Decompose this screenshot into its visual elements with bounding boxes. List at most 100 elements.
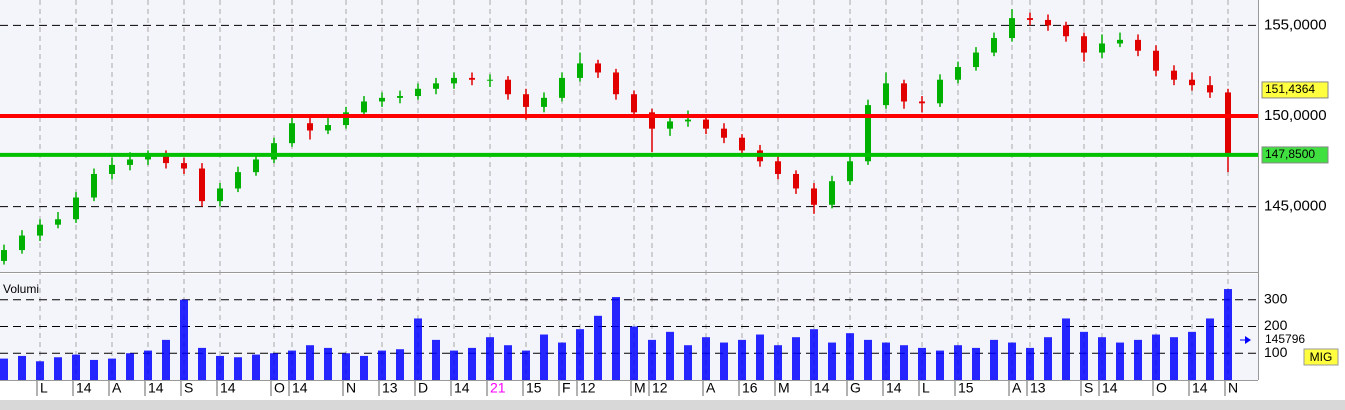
candle-body bbox=[127, 159, 133, 165]
volume-bar bbox=[360, 355, 368, 380]
volume-bar bbox=[1152, 334, 1160, 380]
candle-body bbox=[937, 79, 943, 104]
volume-bar bbox=[342, 353, 350, 380]
volume-bar bbox=[774, 345, 782, 380]
candle-body bbox=[415, 88, 421, 97]
volume-bar bbox=[1206, 318, 1214, 380]
volume-bar bbox=[792, 337, 800, 380]
x-tick-label: D bbox=[418, 380, 428, 396]
candle-body bbox=[109, 164, 115, 174]
x-tick-label: 14 bbox=[148, 380, 164, 396]
volume-bar bbox=[144, 350, 152, 380]
candle-body bbox=[901, 83, 907, 102]
y-tick-label: 155,0000 bbox=[1264, 16, 1327, 33]
volume-bar bbox=[36, 361, 44, 380]
volume-bar bbox=[216, 355, 224, 380]
price-panel bbox=[0, 0, 1258, 272]
candle-body bbox=[1189, 79, 1195, 86]
price-label-box bbox=[1261, 81, 1329, 99]
x-tick-label: A bbox=[706, 380, 716, 396]
candle-body bbox=[433, 83, 439, 89]
candle-body bbox=[487, 79, 493, 81]
volume-bar bbox=[936, 350, 944, 380]
x-tick-label: A bbox=[1012, 380, 1022, 396]
volume-bar bbox=[918, 347, 926, 380]
price-label: 147,8500 bbox=[1265, 147, 1315, 161]
candle-body bbox=[289, 123, 295, 144]
candle-body bbox=[1027, 18, 1033, 20]
candle-body bbox=[829, 181, 835, 205]
candle-body bbox=[559, 77, 565, 98]
candle-body bbox=[1117, 39, 1123, 44]
y-tick-label: 150,0000 bbox=[1264, 107, 1327, 124]
volume-bar bbox=[504, 345, 512, 380]
badge: MIG bbox=[1310, 350, 1333, 364]
volume-bar bbox=[396, 349, 404, 380]
x-tick-label: N bbox=[346, 380, 356, 396]
volume-bar bbox=[1116, 342, 1124, 380]
x-tick-label: S bbox=[184, 380, 193, 396]
volume-bar bbox=[828, 342, 836, 380]
volume-bar bbox=[864, 339, 872, 380]
volume-bar bbox=[738, 339, 746, 380]
volume-bar bbox=[162, 339, 170, 380]
candle-body bbox=[37, 224, 43, 236]
candle-body bbox=[1153, 50, 1159, 71]
volume-bar bbox=[954, 345, 962, 380]
x-tick-label: 14 bbox=[220, 380, 236, 396]
candle-body bbox=[847, 161, 853, 182]
candle-body bbox=[1081, 36, 1087, 53]
volume-bar bbox=[648, 339, 656, 380]
candle-body bbox=[667, 121, 673, 129]
volume-bar bbox=[1098, 337, 1106, 380]
volume-bar bbox=[450, 350, 458, 380]
candle-body bbox=[541, 97, 547, 107]
volume-bar bbox=[684, 345, 692, 380]
x-tick-label: N bbox=[1228, 380, 1238, 396]
candle-body bbox=[1063, 25, 1069, 37]
x-tick-label: O bbox=[274, 380, 285, 396]
volume-bar bbox=[1134, 339, 1142, 380]
volume-bar bbox=[1062, 318, 1070, 380]
candle-body bbox=[955, 67, 961, 80]
candle-body bbox=[883, 83, 889, 106]
x-tick-label: F bbox=[562, 380, 571, 396]
volume-bar bbox=[306, 345, 314, 380]
volume-bar bbox=[630, 326, 638, 380]
candle-body bbox=[55, 219, 61, 225]
volume-bar bbox=[666, 331, 674, 380]
x-tick-label: L bbox=[40, 380, 48, 396]
x-tick-label: 15 bbox=[958, 380, 974, 396]
status-strip bbox=[0, 400, 1345, 410]
candle-body bbox=[1225, 92, 1231, 155]
volume-bar bbox=[198, 347, 206, 380]
candle-body bbox=[343, 112, 349, 126]
badge-box bbox=[1303, 348, 1339, 366]
volume-bar bbox=[414, 318, 422, 380]
volume-bar bbox=[846, 333, 854, 380]
volume-bar bbox=[288, 350, 296, 380]
candle-body bbox=[973, 52, 979, 68]
price-label-box bbox=[1261, 146, 1329, 164]
candle-body bbox=[397, 96, 403, 98]
candle-body bbox=[811, 188, 817, 205]
x-tick-label: M bbox=[778, 380, 790, 396]
volume-bar bbox=[756, 334, 764, 380]
volume-bar bbox=[882, 342, 890, 380]
candle-body bbox=[163, 155, 169, 164]
volume-bar bbox=[540, 334, 548, 380]
candle-body bbox=[793, 173, 799, 189]
volume-bar bbox=[378, 350, 386, 380]
x-tick-label: 16 bbox=[742, 380, 758, 396]
candle-body bbox=[1099, 43, 1105, 53]
candle-body bbox=[307, 123, 313, 131]
candle-body bbox=[235, 172, 241, 189]
candle-body bbox=[73, 197, 79, 220]
volume-bar bbox=[810, 329, 818, 380]
volume-bar bbox=[1008, 342, 1016, 380]
volume-bar bbox=[90, 359, 98, 380]
volume-bar bbox=[900, 345, 908, 380]
y-tick-label: 145,0000 bbox=[1264, 198, 1327, 215]
volume-bar bbox=[702, 337, 710, 380]
candle-body bbox=[523, 94, 529, 107]
